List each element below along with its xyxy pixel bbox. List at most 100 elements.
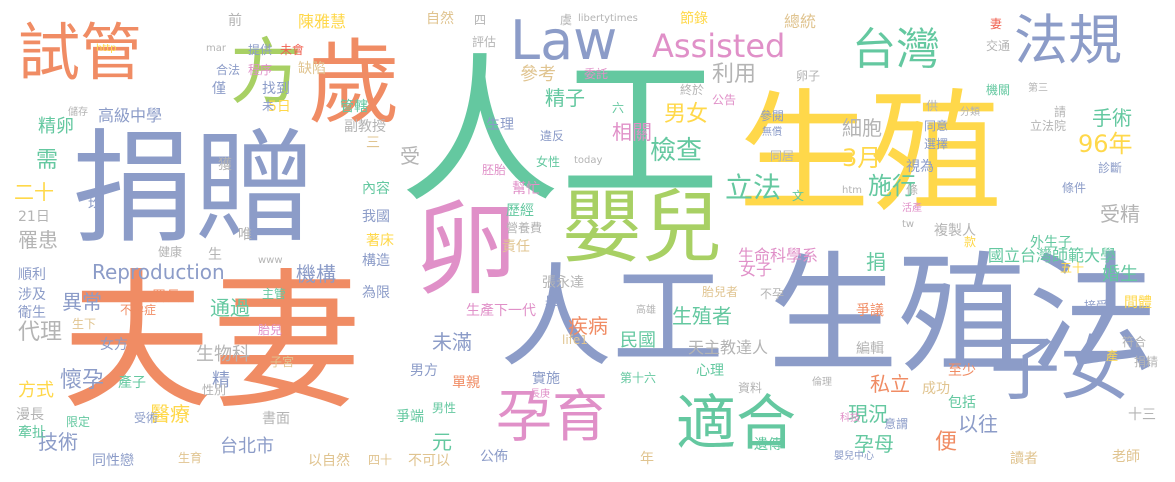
word-shisan: 十三 xyxy=(1128,407,1156,423)
word-dishiliu: 第十六 xyxy=(620,371,657,385)
word-kuan: 款 xyxy=(964,235,977,249)
word-peitai: 胚胎 xyxy=(482,163,507,177)
word-tiaojian: 條件 xyxy=(1062,181,1087,195)
word-bianji: 編輯 xyxy=(856,341,884,357)
word-ziran: 自然 xyxy=(426,11,454,27)
word-qi: 妻 xyxy=(990,17,1003,31)
word-keji: 科技 xyxy=(840,413,860,424)
word-fuzhiren: 複製人 xyxy=(934,223,976,239)
word-sili: 私立 xyxy=(870,372,910,396)
word-ershi: 二十 xyxy=(14,180,54,204)
word-jiaotong: 交通 xyxy=(986,39,1011,53)
word-quexian: 缺陷 xyxy=(298,61,326,77)
word-cankao: 參考 xyxy=(520,64,556,85)
word-nannv: 男女 xyxy=(664,102,709,127)
word-zigong: 子宮 xyxy=(270,355,295,369)
word-jingzi: 精子 xyxy=(545,86,585,110)
word-jun: 均 xyxy=(88,197,102,213)
word-shou: 受 xyxy=(400,144,420,168)
word-fuhe: 符合 xyxy=(1122,335,1147,349)
word-shoujing: 受精 xyxy=(1100,202,1140,226)
word-shengxia: 生下 xyxy=(72,317,97,331)
word-juanzeng: 捐贈 xyxy=(72,118,316,260)
word-zhenduan: 診斷 xyxy=(1098,161,1123,175)
word-shihe: 適合 xyxy=(676,389,796,459)
word-htm: htm xyxy=(842,185,862,196)
word-gaoxiong: 高雄 xyxy=(636,305,656,316)
word-yu: 虞 xyxy=(560,13,573,27)
word-sui: 歲 xyxy=(308,30,401,137)
word-manchang: 漫長 xyxy=(16,407,44,423)
word-weifan: 違反 xyxy=(540,129,565,143)
word-nvfang: 女方 xyxy=(100,337,128,353)
word-chucun: 儲存 xyxy=(68,107,88,118)
word-fagui: 法規 xyxy=(1014,9,1122,72)
word-waishengzi: 外生子 xyxy=(1030,235,1072,251)
word-www: www xyxy=(258,255,283,266)
word-fenlei: 分類 xyxy=(960,107,980,118)
word-nvzi: 女子 xyxy=(740,260,773,279)
word-lifa: 立法 xyxy=(725,171,782,204)
word-hefa: 合法 xyxy=(216,63,241,77)
word-shengli: 生理 xyxy=(486,117,514,133)
word-shengwuke: 生物科 xyxy=(196,344,250,365)
word-bangmang: 幫忙 xyxy=(512,181,540,197)
word-sheji: 涉及 xyxy=(18,287,46,303)
word-xiangguan: 相關 xyxy=(612,120,652,144)
word-yiwei: 意謂 xyxy=(884,417,909,431)
word-5ri: 5日 xyxy=(268,99,291,115)
word-shengzhizhe: 生殖者 xyxy=(672,304,732,328)
word-nvxing: 女性 xyxy=(536,155,561,169)
word-shiguan: 試管 xyxy=(18,16,143,89)
word-tiao: 條 xyxy=(906,183,919,197)
word-zhuguan: 主管 xyxy=(262,287,287,301)
word-xu: 需 xyxy=(36,148,59,173)
word-reproduction: Reproduction xyxy=(92,260,225,284)
word-canyue: 參閱 xyxy=(760,109,785,123)
word-fujiaoshou: 副教授 xyxy=(344,119,386,135)
word-tongxinglian: 同性戀 xyxy=(92,453,134,469)
word-zeren: 責任 xyxy=(502,239,530,255)
word-guanxia: 管轄 xyxy=(340,99,368,115)
word-wei2: 未 xyxy=(262,99,275,113)
word-nian: 年 xyxy=(640,451,654,467)
word-lunli: 倫理 xyxy=(812,377,832,388)
word-rengong-second: 人工 xyxy=(500,253,724,383)
word-shengmingkexue: 生命科學系 xyxy=(738,246,819,265)
word-gonggao: 公告 xyxy=(712,93,737,107)
word-taibeishi: 台北市 xyxy=(220,436,274,457)
word-taierzhe: 胎兒者 xyxy=(702,285,739,299)
word-zhishao: 至少 xyxy=(948,363,976,379)
word-xingbie: 性別 xyxy=(202,383,227,397)
word-zongtong: 總統 xyxy=(784,12,817,31)
word-luanzi: 卵子 xyxy=(796,69,821,83)
word-wushi: 五十 xyxy=(1060,261,1085,275)
word-shengzhi: 生殖 xyxy=(738,77,1002,231)
word-shumian: 書面 xyxy=(262,411,290,427)
word-jiguan: 機關 xyxy=(986,83,1011,97)
word-xuanze: 選擇 xyxy=(924,137,949,151)
word-yuan: 元 xyxy=(432,430,452,454)
word-zhengyi: 爭議 xyxy=(856,303,884,319)
word-woguo: 我國 xyxy=(362,209,390,225)
word-96nian: 96年 xyxy=(1078,130,1133,158)
word-gong: 供 xyxy=(926,99,939,113)
word-yunyu: 孕育 xyxy=(496,385,608,450)
word-jianti: 間體 xyxy=(1124,295,1152,311)
word-weixian: 為限 xyxy=(362,285,390,301)
word-yiziran: 以自然 xyxy=(308,453,350,469)
word-weiman: 未滿 xyxy=(432,330,472,354)
word-tw: tw xyxy=(902,219,915,230)
word-shixing: 施行 xyxy=(868,172,916,200)
word-assisted: Assisted xyxy=(652,27,786,65)
word-wen: 文 xyxy=(792,189,805,203)
word-juanjing: 捐精 xyxy=(1134,355,1159,369)
word-danqin: 單親 xyxy=(452,375,480,391)
word-yichang: 異常 xyxy=(62,290,102,314)
word-sishi: 四十 xyxy=(368,453,393,467)
word-zhaodao: 找到 xyxy=(262,81,290,97)
word-guoli: 國立台灣師範大學 xyxy=(988,246,1117,265)
word-life1: life1 xyxy=(562,333,588,347)
word-rengong-main: 人工 xyxy=(400,38,721,225)
word-buyunzheng: 不孕症 xyxy=(120,303,157,317)
